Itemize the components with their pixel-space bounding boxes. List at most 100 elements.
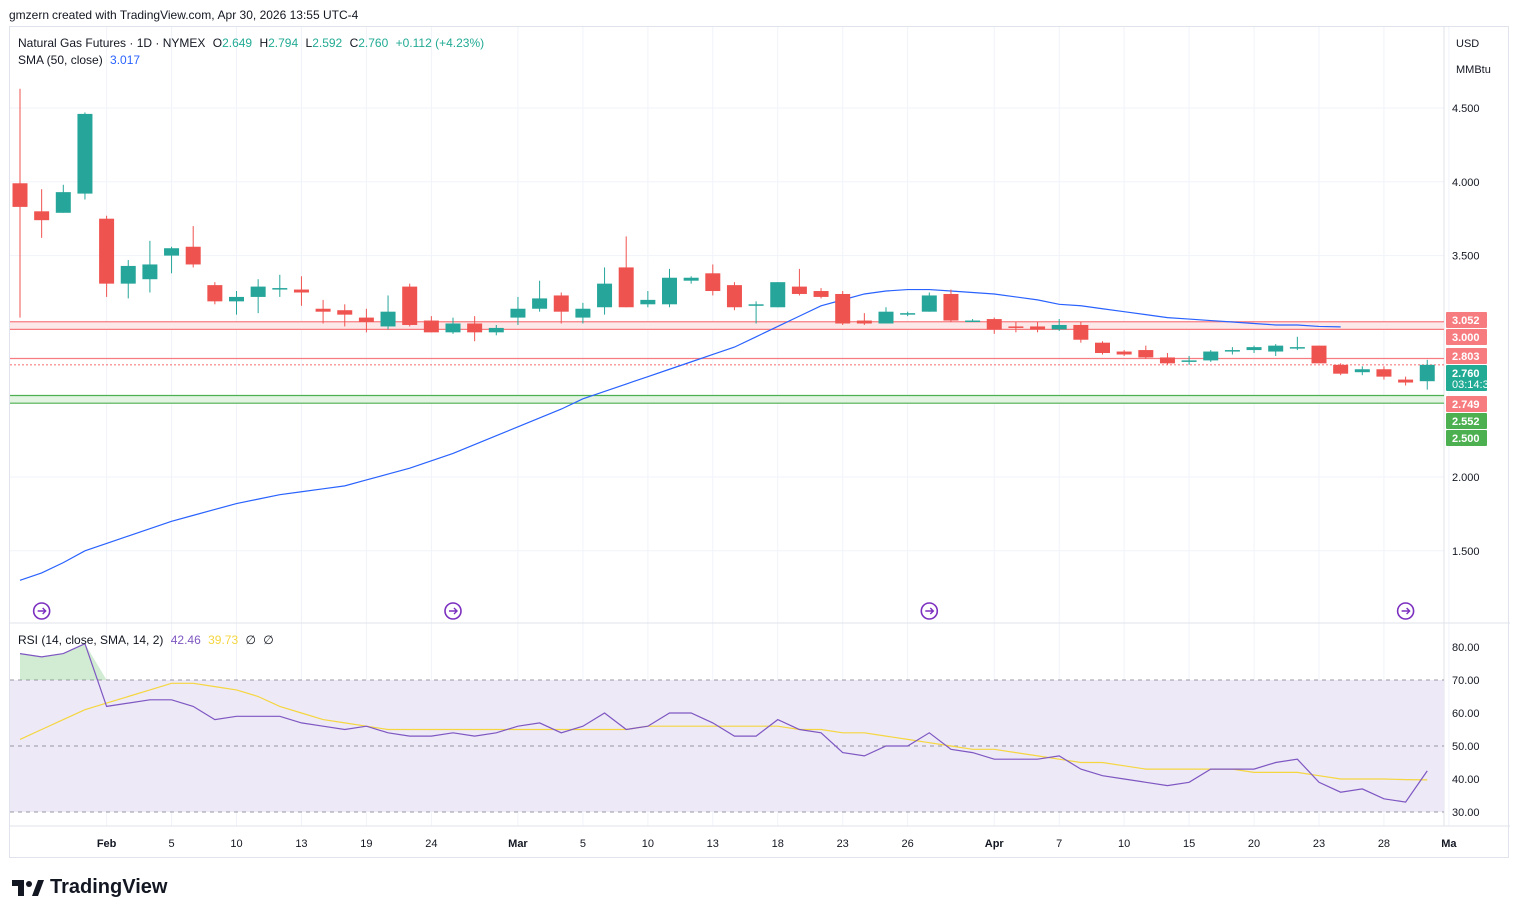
- symbol-name[interactable]: Natural Gas Futures · 1D · NYMEX: [18, 36, 206, 50]
- rsi-sma-value: 39.73: [208, 633, 239, 647]
- time-tick-label: 10: [230, 838, 242, 850]
- candle: [445, 317, 461, 334]
- candle-body: [835, 293, 851, 324]
- time-tick-label: 5: [168, 838, 174, 850]
- candle: [1354, 366, 1370, 376]
- candle: [1268, 344, 1284, 356]
- candle: [337, 304, 353, 327]
- created-with: created with TradingView.com,: [52, 8, 215, 22]
- rsi-extra-1: ∅: [245, 633, 256, 647]
- candle-body: [1116, 351, 1132, 355]
- rsi-tick-label: 70.00: [1452, 675, 1480, 687]
- candle-body: [55, 192, 71, 213]
- candle-body: [510, 308, 526, 318]
- candle: [1203, 350, 1219, 362]
- price-label: 3.052: [1446, 312, 1487, 328]
- candle-body: [358, 317, 374, 323]
- unit-label[interactable]: MMBtu: [1456, 64, 1491, 76]
- brand-name: TradingView: [50, 876, 168, 898]
- candle: [835, 291, 851, 325]
- candle-body: [402, 286, 418, 325]
- rsi-overbought-fill: [20, 643, 107, 680]
- candle: [618, 236, 634, 308]
- candle-body: [878, 311, 894, 324]
- high-label: H: [259, 36, 269, 50]
- candle: [856, 313, 872, 325]
- time-tick-label: 20: [1248, 838, 1260, 850]
- candle-body: [900, 313, 916, 315]
- candle-body: [1008, 326, 1024, 328]
- candle-body: [120, 265, 136, 284]
- candle: [1224, 347, 1240, 355]
- svg-text:2.803: 2.803: [1452, 351, 1480, 363]
- candle-body: [532, 298, 548, 309]
- currency-label[interactable]: USD: [1456, 38, 1480, 50]
- time-tick-label: Feb: [97, 838, 117, 850]
- candle: [34, 189, 50, 238]
- candle: [1289, 336, 1305, 351]
- candle: [965, 319, 981, 323]
- candle: [597, 267, 613, 315]
- candle: [488, 324, 504, 336]
- resistance-zone: [10, 321, 1444, 330]
- price-tick-label: 2.000: [1452, 472, 1480, 484]
- candle: [380, 295, 396, 330]
- candle: [358, 308, 374, 333]
- brand-footer[interactable]: TradingView: [12, 876, 167, 899]
- sma-label[interactable]: SMA (50, close): [18, 53, 103, 67]
- candle-body: [575, 308, 591, 318]
- main-legend: Natural Gas Futures · 1D · NYMEX O2.649 …: [18, 36, 488, 50]
- candle: [207, 282, 223, 305]
- time-tick-label: 15: [1183, 838, 1195, 850]
- candle: [726, 282, 742, 311]
- candle: [900, 311, 916, 317]
- chart-frame: 4.500 4.000 3.500 2.000 1.500 3.052 3.000 2.803…: [9, 26, 1510, 859]
- candle: [229, 291, 244, 315]
- candle-body: [315, 308, 331, 312]
- rsi-label[interactable]: RSI (14, close, SMA, 14, 2): [18, 633, 164, 647]
- candle: [553, 292, 569, 324]
- sma-legend: SMA (50, close) 3.017: [18, 53, 144, 67]
- candle: [1159, 353, 1175, 365]
- candle: [878, 307, 894, 324]
- candle-body: [726, 285, 742, 308]
- candle: [1181, 355, 1197, 365]
- time-tick-label: 13: [295, 838, 307, 850]
- time-tick-label: 19: [360, 838, 372, 850]
- candle: [1311, 345, 1327, 364]
- price-label: 2.803: [1446, 348, 1487, 364]
- candle-body: [683, 277, 699, 281]
- candle: [402, 283, 418, 327]
- candle-body: [272, 288, 288, 290]
- candle-body: [1419, 364, 1435, 382]
- svg-text:2.500: 2.500: [1452, 433, 1480, 445]
- candle-body: [965, 320, 981, 323]
- candle-body: [640, 299, 656, 305]
- time-tick-label: 10: [642, 838, 654, 850]
- candle: [943, 289, 959, 323]
- candle-body: [445, 323, 461, 333]
- candle-body: [791, 286, 807, 294]
- candle-body: [467, 323, 483, 333]
- close-value: 2.760: [358, 36, 389, 50]
- svg-text:2.552: 2.552: [1452, 416, 1480, 428]
- candle-body: [1246, 347, 1262, 351]
- sma50-line: [19, 288, 1341, 581]
- rsi-sma-line: [19, 682, 1428, 781]
- candle: [1376, 366, 1392, 380]
- candle-body: [1354, 369, 1370, 373]
- candle-body: [1051, 324, 1067, 330]
- candle-body: [1159, 357, 1175, 364]
- time-tick-label: 23: [1313, 838, 1325, 850]
- svg-text:2.749: 2.749: [1452, 399, 1480, 411]
- time-tick-label: 23: [837, 838, 849, 850]
- candle: [120, 260, 136, 299]
- candle-body: [1311, 345, 1327, 364]
- candle-body: [1289, 347, 1305, 349]
- candle-body: [164, 248, 180, 256]
- candle-body: [293, 289, 309, 293]
- tradingview-logo-icon: [12, 879, 44, 896]
- chart-canvas[interactable]: 4.500 4.000 3.500 2.000 1.500 3.052 3.000 2.803…: [10, 27, 1510, 859]
- price-label: 2.500: [1446, 430, 1487, 446]
